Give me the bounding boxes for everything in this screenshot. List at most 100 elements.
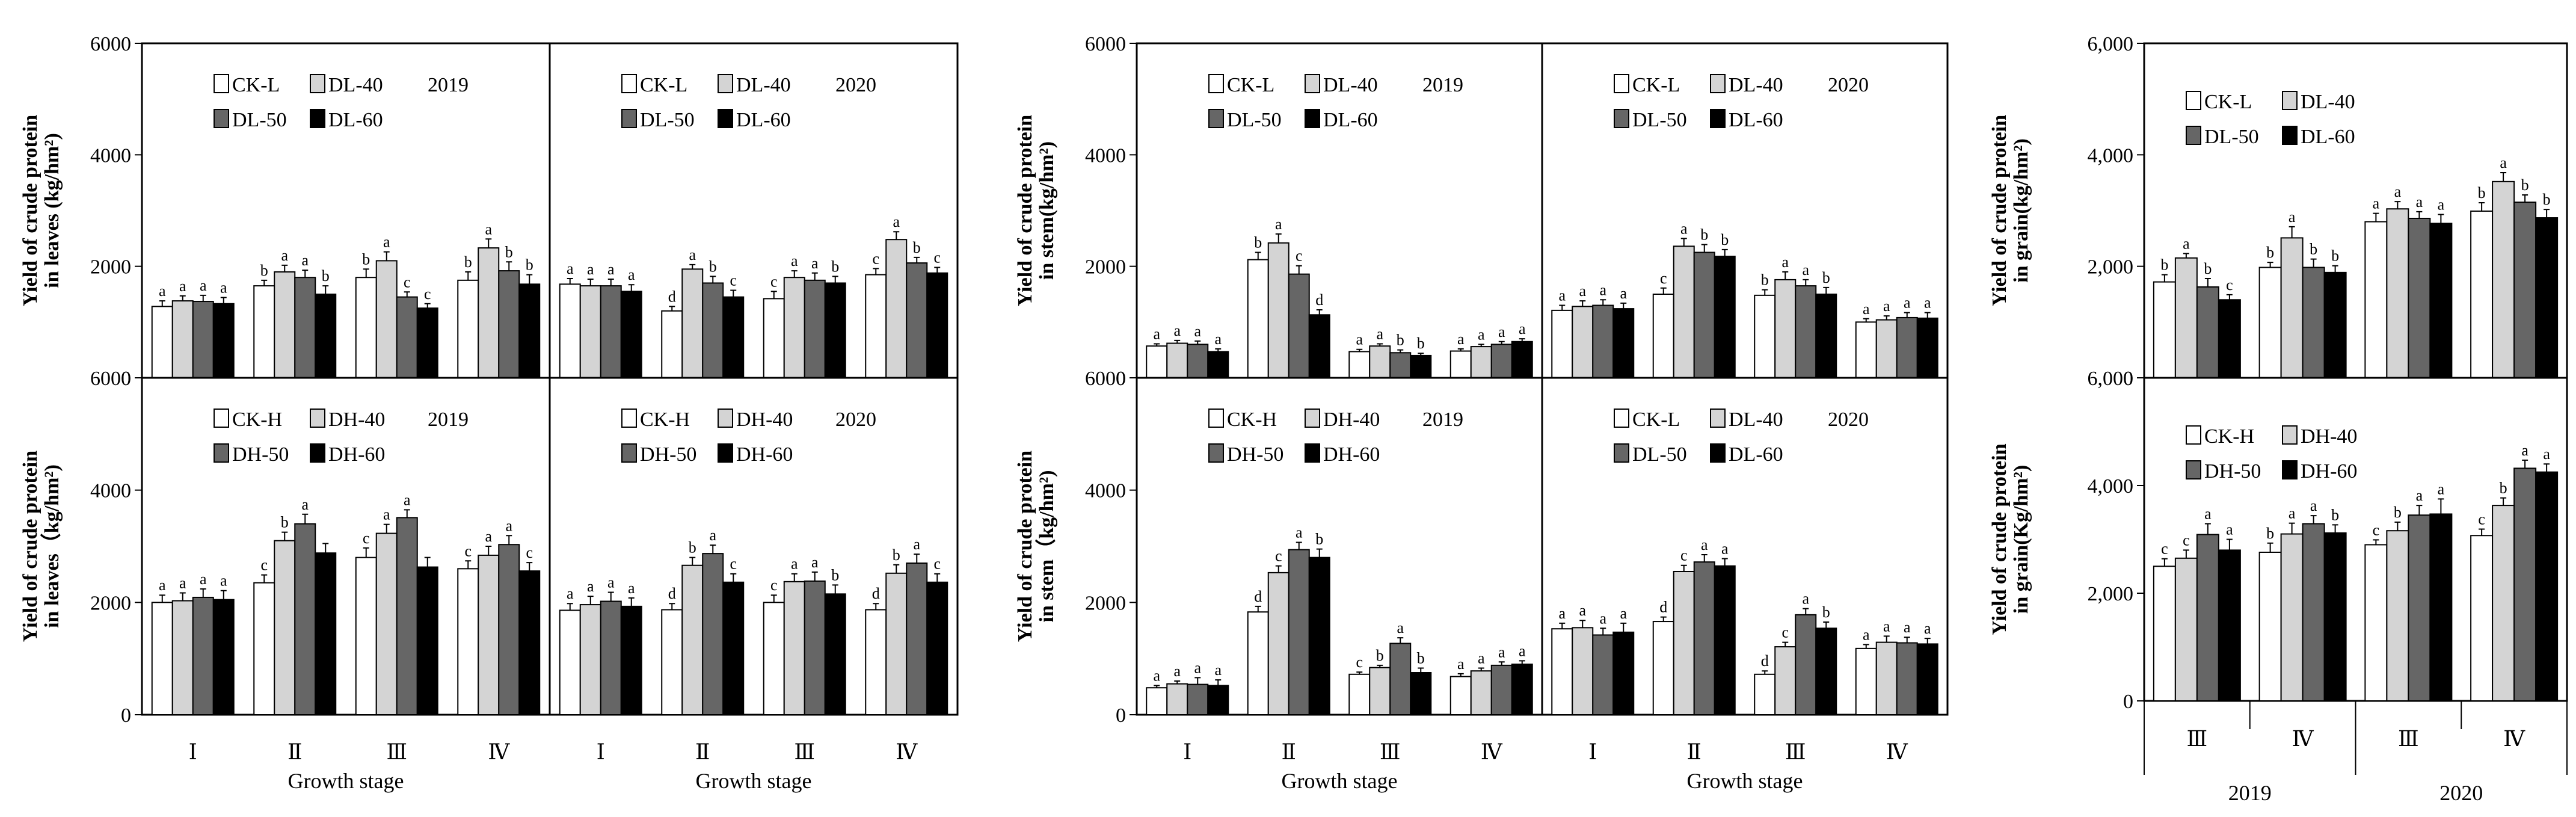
leaves-bar-g3-s1	[355, 556, 377, 716]
x-category-label: Ⅳ	[1886, 740, 1908, 764]
leaves-sig-letter: d	[872, 585, 880, 602]
leaves-error-bar	[281, 531, 288, 541]
stem-bar-g3-s2	[1369, 345, 1391, 378]
stem-bar-g3-s1	[1754, 294, 1776, 378]
legend-swatch-ck-h	[621, 408, 637, 428]
stem-bar-g1-s2	[1572, 627, 1594, 716]
stem-sig-letter: a	[1194, 322, 1201, 340]
grain-error-bar	[2226, 294, 2233, 300]
stem-bar-g1-s4	[1207, 685, 1229, 716]
stem-error-bar	[1296, 541, 1302, 550]
leaves-error-bar	[914, 553, 920, 563]
leaves-bar-g2-s1	[253, 285, 275, 378]
leaves-error-bar	[893, 231, 900, 240]
stem-error-bar	[1823, 286, 1830, 294]
leaves-bar-g2-s2	[274, 540, 296, 716]
stem-error-bar	[1478, 667, 1484, 671]
leaves-bar-g1-s2	[171, 300, 194, 378]
leaves-sig-letter: c	[404, 273, 411, 291]
legend-swatch-dh-60	[718, 443, 733, 463]
leaves-sig-letter: a	[220, 572, 227, 590]
leaves-sig-letter: b	[322, 267, 330, 285]
stem-bar-g3-s4	[1410, 354, 1432, 379]
leaves-error-bar	[811, 571, 818, 581]
stem-sig-letter: c	[1781, 624, 1789, 641]
leaves-sig-letter: b	[464, 253, 472, 271]
leaves-bar-g3-s4	[824, 282, 846, 379]
grain-sig-letter: b	[2266, 525, 2274, 542]
grain-bar-g4-s2	[2492, 505, 2515, 701]
stem-error-bar	[1579, 620, 1586, 628]
legend-label-dl-60: DL-60	[1729, 443, 1783, 466]
panel-year-label: 2020	[835, 74, 876, 96]
leaves-sig-letter: b	[689, 539, 696, 556]
panel-year-label: 2020	[835, 408, 876, 431]
stem-error-bar	[1397, 349, 1404, 353]
leaves-error-bar	[363, 268, 369, 278]
stem-bar-g1-s1	[1146, 687, 1168, 715]
leaves-error-bar	[669, 306, 675, 311]
legend-swatch-dh-40	[718, 408, 733, 428]
stem-sig-letter: c	[1660, 270, 1667, 287]
stem-error-bar	[1600, 299, 1606, 306]
legend-label-dl-40: DL-40	[1729, 74, 1783, 96]
leaves-error-bar	[893, 564, 900, 573]
leaves-error-bar	[689, 556, 696, 566]
grain-sig-letter: a	[2310, 497, 2317, 514]
leaves-error-bar	[322, 285, 329, 294]
legend-label-dh-60: DH-60	[1323, 443, 1380, 466]
leaves-error-bar	[363, 547, 369, 558]
stem-bar-g2-s3	[1693, 561, 1715, 716]
stem-error-bar	[1924, 638, 1931, 644]
stem-bar-g1-s4	[1612, 308, 1635, 378]
legend-label-ck-h: CK-H	[640, 408, 690, 431]
stem-sig-letter: a	[1376, 325, 1383, 342]
leaves-sig-letter: c	[770, 273, 778, 290]
legend-label-ck-l: CK-L	[1227, 74, 1274, 96]
stem-bar-g1-s1	[1551, 628, 1573, 715]
stem-bar-g4-s4	[1916, 317, 1938, 379]
leaves-bar-g4-s2	[478, 247, 500, 378]
stem-bar-g4-s3	[1896, 642, 1918, 715]
legend-swatch-dl-60	[1710, 109, 1726, 128]
panel-year-label: 2020	[1828, 408, 1869, 431]
stem-error-bar	[1215, 348, 1222, 352]
grain-sig-letter: a	[2226, 521, 2233, 538]
grain-bar-g1-s2	[2174, 557, 2198, 702]
stem-sig-letter: b	[1761, 271, 1769, 289]
leaves-bar-g1-s1	[559, 609, 581, 716]
leaves-bar-g4-s2	[885, 239, 908, 379]
stem-bar-g4-s3	[1896, 316, 1918, 378]
y-axis-label-line: Yield of crude protein	[1014, 115, 1036, 306]
stem-bar-g1-s2	[1166, 342, 1188, 379]
legend-label-dl-40: DL-40	[2301, 91, 2355, 113]
leaves-sig-letter: a	[301, 251, 309, 269]
grain-bar-g1-s1	[2153, 281, 2176, 379]
leaves-bar-g4-s4	[926, 272, 948, 378]
grain-error-bar	[2544, 463, 2550, 472]
grain-bar-g2-s2	[2280, 237, 2304, 379]
leaves-bar-g1-s4	[620, 291, 642, 378]
leaves-sig-letter: c	[730, 272, 737, 289]
leaves-sig-letter: b	[913, 239, 921, 256]
leaves-row1-ytick-label: 0	[121, 704, 131, 727]
leaves-sig-letter: a	[811, 254, 819, 272]
grain-sig-letter: b	[2543, 191, 2551, 208]
x-category-label: Ⅰ	[1588, 740, 1597, 764]
y-axis-label-line: in stem（kg/hm²)	[1034, 470, 1058, 623]
legend-swatch-dl-50	[1614, 443, 1629, 463]
leaves-bar-g1-s4	[620, 605, 642, 715]
grain-sig-letter: a	[2500, 154, 2507, 171]
grain-sig-letter: b	[2394, 504, 2402, 521]
stem-sig-letter: b	[1417, 650, 1425, 667]
stem-error-bar	[1579, 300, 1586, 307]
grain-sig-letter: b	[2160, 256, 2168, 274]
stem-sig-letter: a	[1498, 643, 1505, 661]
leaves-error-bar	[934, 573, 941, 582]
stem-sig-letter: a	[1397, 619, 1404, 637]
leaves-bar-g4-s4	[518, 283, 541, 378]
stem-bar-g1-s2	[1166, 683, 1188, 715]
